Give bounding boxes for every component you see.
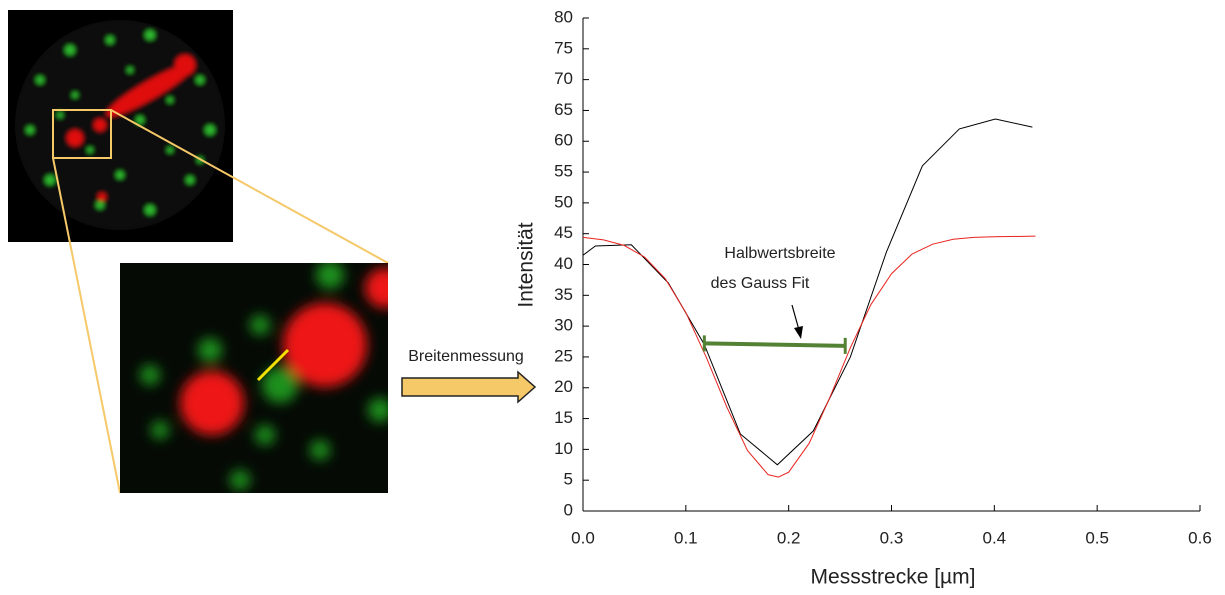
y-tick-label: 45	[554, 223, 573, 242]
y-tick-label: 40	[554, 254, 573, 273]
x-tick-label: 0.0	[571, 528, 595, 547]
line	[582, 235, 1036, 478]
y-axis-label: Intensität	[515, 222, 538, 307]
y-tick-label: 0	[564, 500, 573, 519]
line	[582, 118, 1033, 466]
annotation: des Gauss Fit	[711, 275, 810, 292]
x-axis-label: Messstrecke [µm]	[811, 566, 976, 589]
annotation: Halbwertsbreite	[724, 245, 835, 262]
x-tick-label: 0.5	[1085, 528, 1109, 547]
y-tick-label: 75	[554, 38, 573, 57]
y-tick-label: 50	[554, 192, 573, 211]
y-tick-label: 15	[554, 408, 573, 427]
y-tick-label: 35	[554, 285, 573, 304]
y-tick-label: 80	[554, 7, 573, 26]
y-tick-label: 70	[554, 69, 573, 88]
x-tick-label: 0.4	[983, 528, 1007, 547]
arrow-label: Breitenmessung	[408, 348, 524, 365]
y-tick-label: 65	[554, 100, 573, 119]
y-tick-label: 60	[554, 131, 573, 150]
y-tick-label: 20	[554, 377, 573, 396]
fwhm-bar	[704, 341, 846, 348]
zoom-image	[120, 263, 388, 493]
annotation-arrow	[791, 304, 803, 339]
y-tick-label: 5	[564, 470, 573, 489]
y-tick-label: 30	[554, 316, 573, 335]
y-tick-label: 10	[554, 439, 573, 458]
x-tick-label: 0.6	[1188, 528, 1212, 547]
x-tick-label: 0.2	[777, 528, 801, 547]
y-tick-label: 55	[554, 162, 573, 181]
x-tick-label: 0.1	[674, 528, 698, 547]
arrow: Breitenmessung	[401, 348, 537, 404]
x-tick-label: 0.3	[880, 528, 904, 547]
overview-image	[8, 10, 389, 494]
y-tick-label: 25	[554, 346, 573, 365]
